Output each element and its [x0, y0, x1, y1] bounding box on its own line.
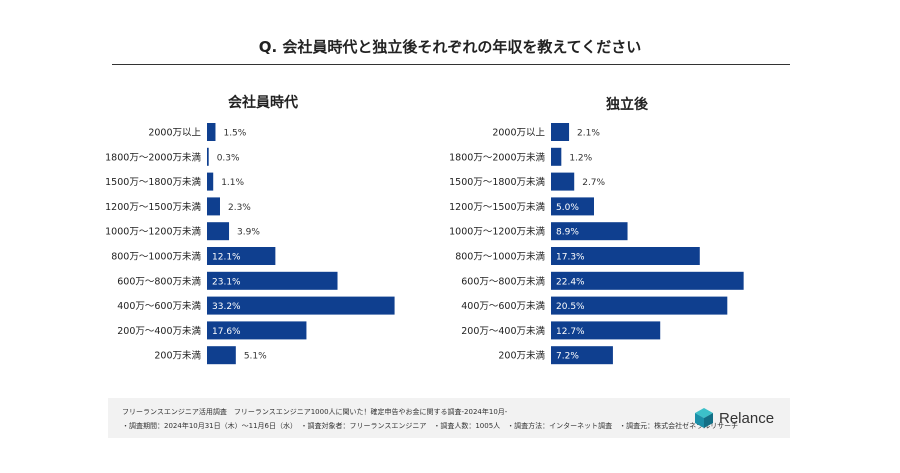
employee-category-label: 800万〜1000万未満: [111, 251, 201, 263]
employee-value-label: 33.2%: [212, 302, 241, 312]
survey-footer: フリーランスエンジニア活用調査 フリーランスエンジニア1000人に聞いた！確定申…: [108, 398, 790, 438]
independent-category-label: 200万未満: [498, 350, 545, 362]
page-title: Q. 会社員時代と独立後それぞれの年収を教えてください: [258, 38, 642, 56]
independent-category-label: 600万〜800万未満: [461, 275, 545, 287]
independent-value-label: 2.1%: [577, 129, 600, 139]
employee-value-label: 2.3%: [228, 203, 251, 213]
employee-value-label: 12.1%: [212, 253, 241, 263]
independent-bar: [551, 222, 628, 241]
relance-cube-logo-icon: [695, 408, 713, 428]
chart-heading-independent: 独立後: [606, 97, 648, 113]
employee-bar: [207, 271, 338, 290]
employee-category-label: 400万〜600万未満: [117, 300, 201, 312]
independent-bar: [551, 197, 594, 216]
employee-category-label: 1200万〜1500万未満: [105, 201, 201, 213]
chart-heading-employee: 会社員時代: [228, 95, 298, 111]
employee-bar: [207, 296, 395, 315]
independent-category-label: 800万〜1000万未満: [455, 251, 545, 263]
independent-bar: [551, 296, 728, 315]
independent-value-label: 7.2%: [556, 352, 579, 362]
employee-bar: [207, 123, 216, 141]
independent-value-label: 1.2%: [569, 153, 592, 163]
employee-value-label: 0.3%: [217, 153, 240, 163]
independent-bar: [551, 172, 575, 191]
employee-category-label: 2000万以上: [148, 128, 201, 139]
independent-bar: [551, 321, 661, 340]
title-divider: [112, 64, 790, 65]
employee-bar: [207, 321, 307, 340]
employee-bar: [207, 222, 230, 241]
independent-category-label: 1200万〜1500万未満: [449, 201, 545, 213]
independent-value-label: 20.5%: [556, 302, 585, 312]
independent-category-label: 2000万以上: [492, 128, 545, 139]
employee-category-label: 200万未満: [154, 350, 201, 362]
employee-category-label: 1500万〜1800万未満: [105, 176, 201, 188]
survey-source-line: フリーランスエンジニア活用調査 フリーランスエンジニア1000人に聞いた！確定申…: [122, 408, 508, 416]
independent-category-label: 200万〜400万未満: [461, 325, 545, 337]
survey-details-line: ・調査期間：2024年10月31日（木）〜11月6日（水） ・調査対象者：フリー…: [122, 422, 739, 430]
employee-bar: [207, 147, 209, 166]
employee-value-label: 1.5%: [223, 129, 246, 139]
relance-brand-name: Relance: [719, 409, 775, 427]
employee-value-label: 23.1%: [212, 277, 241, 287]
independent-value-label: 17.3%: [556, 253, 585, 263]
employee-category-label: 1000万〜1200万未満: [105, 226, 201, 238]
independent-category-label: 1500万〜1800万未満: [449, 176, 545, 188]
employee-value-label: 17.6%: [212, 327, 241, 337]
independent-bar: [551, 271, 744, 290]
employee-value-label: 1.1%: [221, 178, 244, 188]
employee-bar: [207, 247, 276, 265]
independent-bar: [551, 346, 613, 365]
independent-value-label: 5.0%: [556, 203, 579, 213]
employee-category-label: 600万〜800万未満: [117, 275, 201, 287]
employee-value-label: 3.9%: [237, 228, 260, 238]
independent-category-label: 400万〜600万未満: [461, 300, 545, 312]
independent-value-label: 2.7%: [582, 178, 605, 188]
independent-bar: [551, 123, 570, 141]
employee-category-label: 200万〜400万未満: [117, 325, 201, 337]
employee-category-label: 1800万〜2000万未満: [105, 151, 201, 163]
independent-value-label: 22.4%: [556, 277, 585, 287]
independent-bar: [551, 247, 700, 265]
independent-category-label: 1800万〜2000万未満: [449, 151, 545, 163]
relance-logo: Relance: [694, 407, 774, 429]
employee-bar: [207, 346, 236, 365]
employee-bar: [207, 197, 220, 216]
independent-value-label: 12.7%: [556, 327, 585, 337]
employee-bar: [207, 172, 214, 191]
independent-bar: [551, 147, 562, 166]
independent-value-label: 8.9%: [556, 228, 579, 238]
employee-value-label: 5.1%: [244, 352, 267, 362]
independent-category-label: 1000万〜1200万未満: [449, 226, 545, 238]
